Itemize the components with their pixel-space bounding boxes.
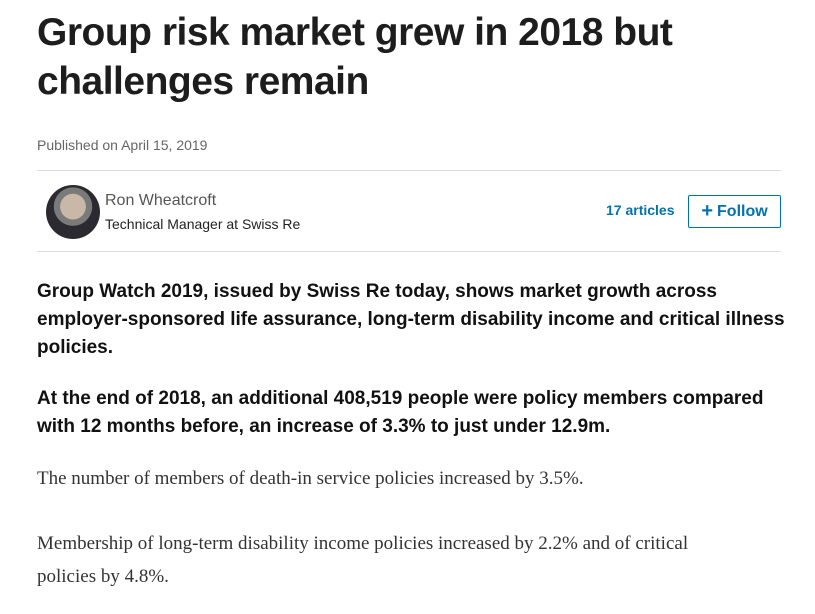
body-paragraph: Membership of long-term disability incom…: [37, 533, 689, 587]
author-avatar[interactable]: [46, 185, 100, 239]
author-name[interactable]: Ron Wheatcroft: [105, 192, 217, 209]
plus-icon: +: [701, 200, 714, 222]
published-date: Published on April 15, 2019: [37, 137, 208, 153]
articles-count-link[interactable]: 17 articles: [606, 202, 675, 218]
divider: [37, 170, 781, 171]
body-paragraph: The number of members of death-in servic…: [37, 468, 584, 489]
article-title: Group risk market grew in 2018 but chall…: [37, 11, 673, 103]
follow-button[interactable]: + Follow: [688, 195, 781, 228]
divider: [37, 251, 781, 252]
lead-paragraph: At the end of 2018, an additional 408,51…: [37, 388, 764, 437]
author-headline: Technical Manager at Swiss Re: [105, 216, 301, 232]
lead-paragraph: Group Watch 2019, issued by Swiss Re tod…: [37, 281, 785, 358]
follow-label: Follow: [717, 202, 768, 220]
